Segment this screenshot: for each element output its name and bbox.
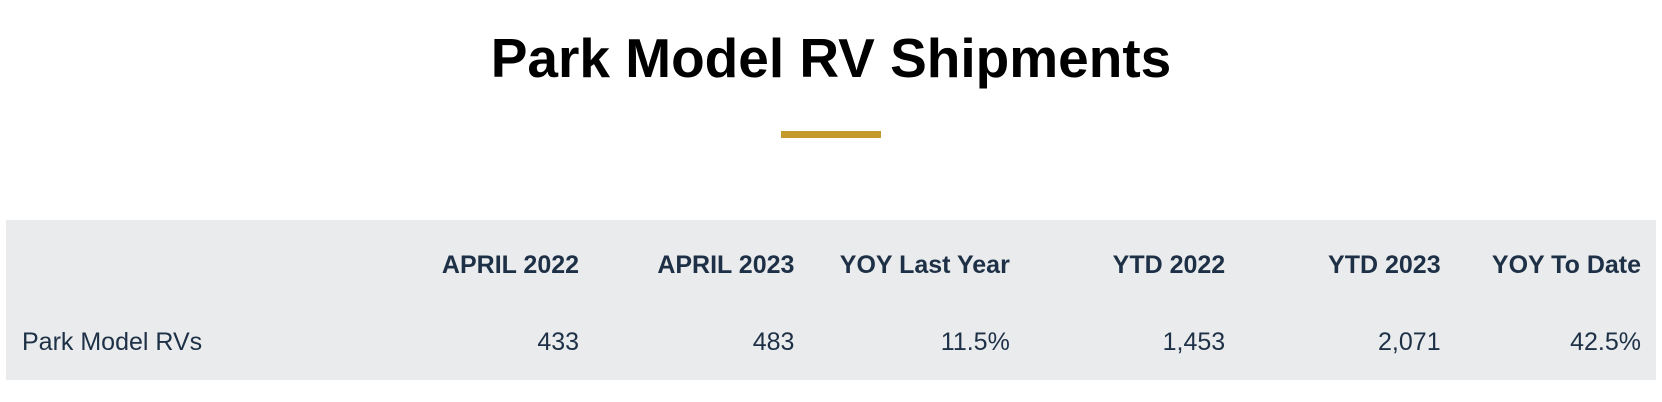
cell-yoy-last-year: 11.5% [940, 328, 1010, 356]
cell-yoy-to-date: 42.5% [1570, 328, 1641, 356]
shipments-table: APRIL 2022 APRIL 2023 YOY Last Year YTD … [6, 220, 1656, 380]
cell-ytd-2023: 2,071 [1378, 328, 1441, 356]
column-header-label [6, 220, 364, 304]
column-header-ytd-2023: YTD 2023 [1328, 251, 1441, 279]
column-header-yoy-last-year: YOY Last Year [839, 251, 1010, 279]
cell-ytd-2022: 1,453 [1162, 328, 1226, 356]
cell-april-2022: 433 [537, 328, 580, 356]
title-accent-bar [781, 131, 881, 138]
page-title: Park Model RV Shipments [490, 27, 1172, 89]
column-header-april-2022: APRIL 2022 [441, 251, 580, 279]
column-header-yoy-to-date: YOY To Date [1491, 251, 1641, 279]
cell-april-2023: 483 [752, 328, 795, 356]
column-header-ytd-2022: YTD 2022 [1112, 251, 1226, 279]
table-header-row: APRIL 2022 APRIL 2023 YOY Last Year YTD … [6, 220, 1656, 304]
table-row: Park Model RVs 433 483 11.5% 1,453 2,071… [6, 304, 1656, 380]
row-label: Park Model RVs [22, 328, 203, 356]
column-header-april-2023: APRIL 2023 [657, 251, 795, 279]
